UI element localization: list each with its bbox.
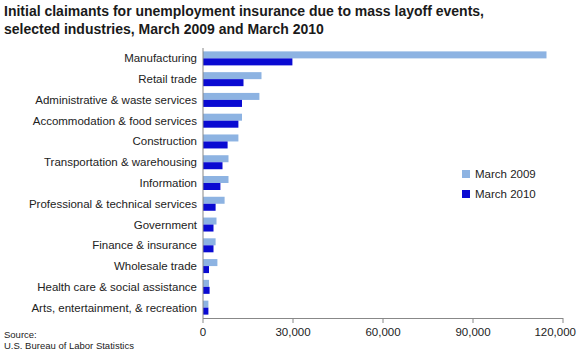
tick-label: 0 — [200, 326, 206, 338]
bar — [203, 176, 229, 183]
category-label: Wholesale trade — [114, 260, 197, 272]
bar — [203, 238, 216, 245]
bar — [203, 204, 216, 211]
category-label: Arts, entertainment, & recreation — [31, 302, 197, 314]
bar — [203, 121, 238, 128]
tick — [473, 318, 474, 323]
tick — [293, 318, 294, 323]
category-label: Manufacturing — [124, 52, 197, 64]
tick — [203, 318, 204, 323]
bar — [203, 162, 223, 169]
category-label: Administrative & waste services — [35, 94, 197, 106]
bar — [203, 58, 292, 65]
title: Initial claimants for unemployment insur… — [4, 3, 484, 19]
chart: Initial claimants for unemployment insur… — [0, 0, 580, 360]
tick-label: 60,000 — [365, 326, 400, 338]
bar — [203, 225, 214, 232]
legend-label: March 2010 — [475, 188, 536, 200]
bar — [203, 259, 217, 266]
tick-label: 90,000 — [455, 326, 490, 338]
bar — [203, 245, 214, 252]
category-label: Retail trade — [138, 73, 197, 85]
bars — [203, 51, 547, 314]
category-label: Professional & technical services — [29, 198, 197, 210]
bar — [203, 308, 208, 315]
tick-label: 30,000 — [275, 326, 310, 338]
tick — [383, 318, 384, 323]
bar — [203, 141, 228, 148]
y-axis — [203, 48, 204, 318]
bar — [203, 183, 220, 190]
bar — [203, 100, 242, 107]
tick — [563, 318, 564, 323]
bar — [203, 218, 217, 225]
bar — [203, 287, 210, 294]
title: selected industries, March 2009 and Marc… — [4, 21, 324, 37]
category-label: Transportation & warehousing — [44, 156, 197, 168]
legend-label: March 2009 — [475, 168, 536, 180]
category-label: Health care & social assistance — [37, 281, 197, 293]
category-label: Government — [134, 219, 198, 231]
bar — [203, 301, 208, 308]
bar — [203, 197, 225, 204]
bar — [203, 155, 229, 162]
source: U.S. Bureau of Labor Statistics — [4, 340, 134, 351]
legend-swatch — [462, 170, 470, 178]
bar — [203, 93, 259, 100]
legend-swatch — [462, 190, 470, 198]
category-label: Accommodation & food services — [33, 115, 198, 127]
category-label: Information — [139, 177, 197, 189]
tick-label: 120,000 — [534, 326, 576, 338]
category-label: Construction — [132, 135, 197, 147]
source: Source: — [4, 329, 37, 340]
bar — [203, 134, 238, 141]
bar — [203, 79, 244, 86]
bar — [203, 114, 242, 121]
bar — [203, 266, 209, 273]
bar — [203, 280, 209, 287]
category-label: Finance & insurance — [92, 239, 197, 251]
bar — [203, 72, 262, 79]
bar — [203, 51, 547, 58]
